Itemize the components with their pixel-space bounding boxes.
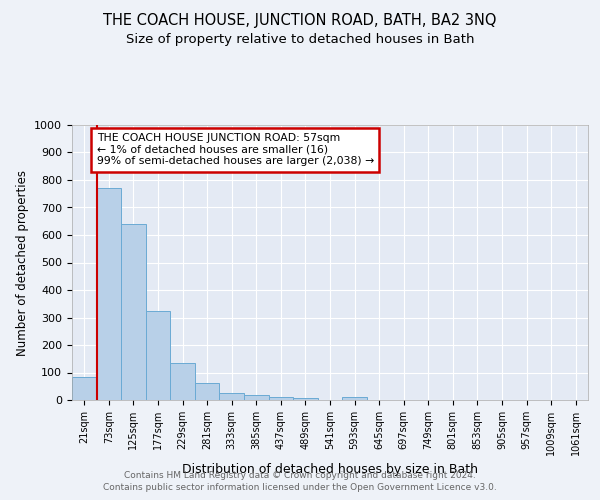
Bar — [342, 396, 367, 400]
X-axis label: Distribution of detached houses by size in Bath: Distribution of detached houses by size … — [182, 464, 478, 476]
Text: THE COACH HOUSE JUNCTION ROAD: 57sqm
← 1% of detached houses are smaller (16)
99: THE COACH HOUSE JUNCTION ROAD: 57sqm ← 1… — [97, 133, 374, 166]
Bar — [97, 188, 121, 400]
Text: Size of property relative to detached houses in Bath: Size of property relative to detached ho… — [126, 32, 474, 46]
Bar — [195, 383, 220, 400]
Bar — [293, 398, 318, 400]
Bar — [121, 224, 146, 400]
Text: Contains HM Land Registry data © Crown copyright and database right 2024.: Contains HM Land Registry data © Crown c… — [124, 470, 476, 480]
Bar — [220, 393, 244, 400]
Y-axis label: Number of detached properties: Number of detached properties — [16, 170, 29, 356]
Bar — [170, 363, 195, 400]
Text: Contains public sector information licensed under the Open Government Licence v3: Contains public sector information licen… — [103, 483, 497, 492]
Bar — [269, 397, 293, 400]
Bar — [146, 310, 170, 400]
Bar — [244, 395, 269, 400]
Text: THE COACH HOUSE, JUNCTION ROAD, BATH, BA2 3NQ: THE COACH HOUSE, JUNCTION ROAD, BATH, BA… — [103, 12, 497, 28]
Bar — [72, 376, 97, 400]
